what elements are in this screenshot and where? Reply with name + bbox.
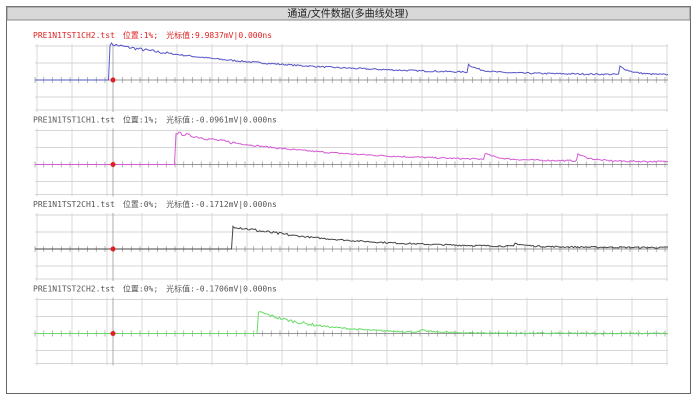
cursor-dot [110,246,116,252]
label-file: PRE1N1TST2CH2.tst [33,284,115,293]
label-cursor: 光标值:-0.1706mV|0.000ns [166,283,277,293]
window-title: 通道/文件数据(多曲线处理) [287,7,408,20]
label-file: PRE1N1TST1CH1.tst [33,115,115,124]
label-cursor: 光标值:9.9837mV|0.000ns [166,30,272,40]
waveform [35,311,669,335]
cursor-dot [110,331,116,336]
label-file: PRE1N1TST2CH1.tst [33,200,115,209]
waveform [35,42,669,81]
label-cursor: 光标值:-0.1712mV|0.000ns [166,199,277,209]
channel-label: PRE1N1TST1CH1.tst 位置:1%; 光标值:-0.0961mV|0.0… [33,114,277,124]
label-position: 位置:1%; [123,30,158,40]
channel-label: PRE1N1TST2CH2.tst 位置:0%; 光标值:-0.1706mV|0.0… [33,283,277,293]
label-position: 位置:1%; [123,114,158,124]
title-bar [6,6,691,21]
waveform [35,131,669,165]
label-position: 位置:0%; [123,283,158,293]
cursor-dot [110,77,116,83]
cursor-dot [110,162,116,167]
channel-label: PRE1N1TST1CH2.tst 位置:1%; 光标值:9.9837mV|0.00… [33,30,272,40]
waveform [35,225,669,250]
label-position: 位置:0%; [123,199,158,209]
label-file: PRE1N1TST1CH2.tst [33,31,115,40]
label-cursor: 光标值:-0.0961mV|0.000ns [166,114,277,124]
channel-label: PRE1N1TST2CH1.tst 位置:0%; 光标值:-0.1712mV|0.0… [33,199,277,209]
